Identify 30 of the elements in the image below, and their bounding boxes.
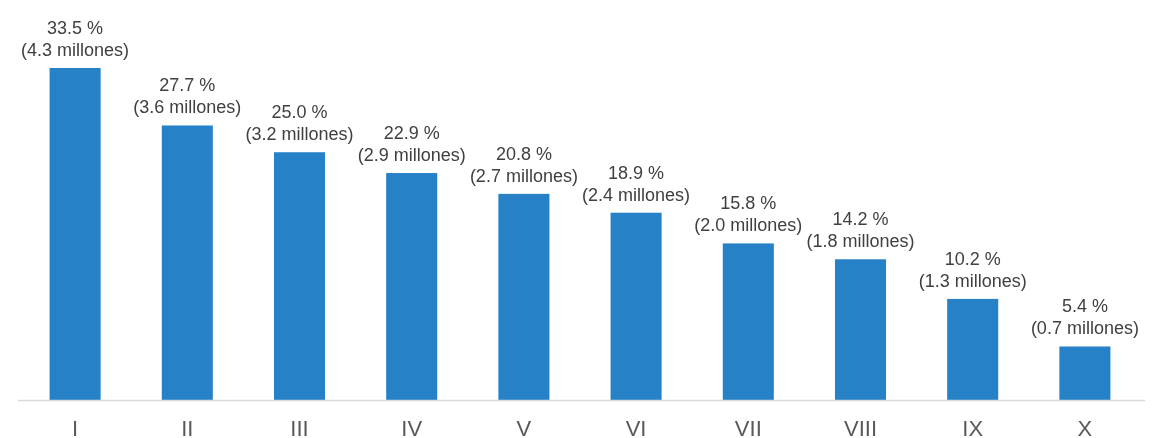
x-tick-label: III [290, 416, 309, 438]
x-tick-label: VII [734, 416, 762, 438]
data-label: 22.9 % (2.9 millones) [357, 123, 466, 166]
x-tick-label: IV [401, 416, 423, 438]
x-tick-label: I [72, 416, 79, 438]
x-tick-label: VIII [843, 416, 878, 438]
data-label: 5.4 % (0.7 millones) [1030, 296, 1139, 339]
data-label: 14.2 % (1.8 millones) [806, 209, 915, 252]
data-label: 18.9 % (2.4 millones) [582, 162, 691, 205]
bar [834, 259, 887, 400]
data-label: 20.8 % (2.7 millones) [469, 143, 578, 186]
bar [722, 243, 774, 400]
bar [161, 125, 213, 400]
x-tick-label: X [1077, 416, 1093, 438]
bar [273, 152, 326, 400]
bar [386, 173, 438, 400]
bar [49, 68, 101, 400]
x-tick-label: II [181, 416, 194, 438]
data-label: 33.5 % (4.3 millones) [21, 18, 130, 60]
bar [1059, 346, 1111, 400]
x-tick-label: VI [625, 416, 647, 438]
bar [498, 193, 550, 400]
bar [947, 298, 999, 400]
data-label: 25.0 % (3.2 millones) [245, 102, 354, 145]
data-label: 10.2 % (1.3 millones) [918, 248, 1027, 291]
bar [610, 212, 662, 400]
x-tick-label: V [516, 416, 532, 438]
data-label: 15.8 % (2.0 millones) [694, 193, 803, 236]
x-tick-label: IX [962, 416, 984, 438]
data-label: 27.7 % (3.6 millones) [133, 75, 242, 118]
